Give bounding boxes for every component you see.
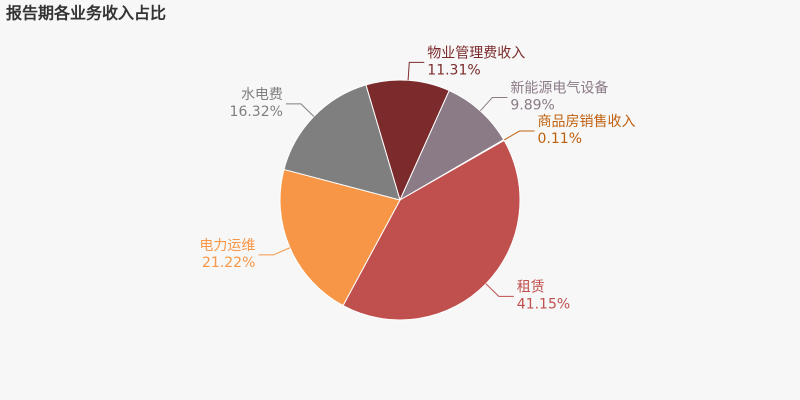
slice-value-label: 21.22% (202, 255, 255, 271)
leader-line (258, 247, 291, 256)
slice-label: 水电费 (241, 87, 283, 103)
pie-slice (365, 79, 450, 202)
slice-label: 租赁 (517, 279, 545, 295)
slice-value-label: 11.31% (427, 62, 480, 78)
pie-slice (398, 89, 505, 202)
slice-label: 商品房销售收入 (538, 114, 636, 130)
leader-line (407, 61, 425, 81)
leader-line (285, 103, 315, 117)
slice-value-label: 41.15% (517, 296, 570, 312)
slice-value-label: 9.89% (510, 97, 554, 113)
slice-label: 物业管理费收入 (427, 45, 525, 61)
leader-line (503, 130, 535, 141)
slice-value-label: 16.32% (230, 104, 283, 120)
chart-title: 报告期各业务收入占比 (6, 4, 166, 23)
slice-label: 新能源电气设备 (510, 79, 608, 96)
slice-label: 电力运维 (199, 238, 255, 254)
leader-line (479, 96, 508, 112)
leader-line (485, 283, 514, 297)
slice-value-label: 0.11% (538, 131, 582, 147)
